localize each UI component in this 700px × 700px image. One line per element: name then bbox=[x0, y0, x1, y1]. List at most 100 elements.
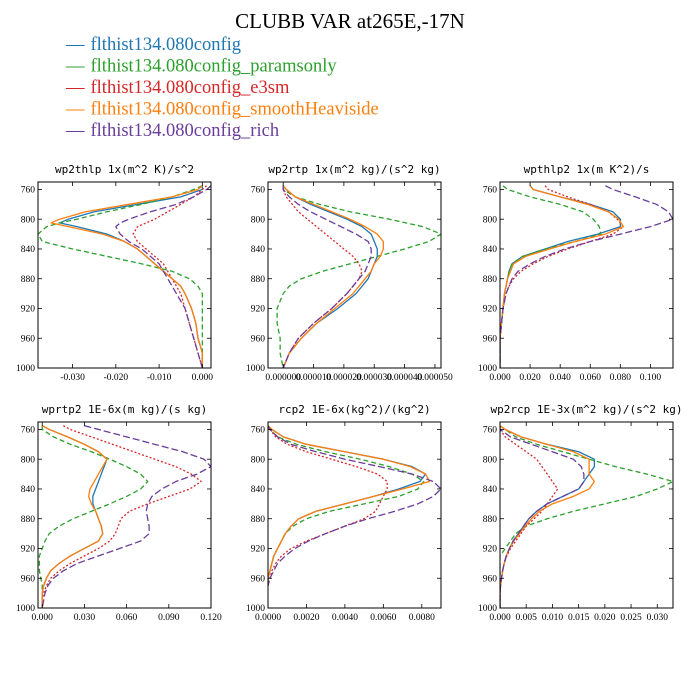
y-tick-label: 960 bbox=[21, 574, 36, 584]
series-line-flthist134-080config-paramsonly bbox=[268, 425, 425, 586]
y-tick-label: 760 bbox=[483, 186, 498, 196]
y-tick-label: 920 bbox=[483, 545, 498, 555]
x-tick-label: 0.020 bbox=[519, 373, 541, 383]
legend: — flthist134.080config — flthist134.080conf… bbox=[65, 35, 379, 141]
y-tick-label: 800 bbox=[21, 215, 36, 225]
x-tick-label: 0.100 bbox=[640, 373, 662, 383]
panel-title: wp2thlp 1x(m^2 K)/s^2 bbox=[55, 163, 194, 176]
panel-title: wp2rtp 1x(m^2 kg)/(s^2 kg) bbox=[268, 163, 440, 176]
legend-label: flthist134.080config_rich bbox=[91, 121, 280, 141]
x-tick-label: 0.080 bbox=[610, 373, 632, 383]
y-tick-label: 1000 bbox=[16, 364, 35, 374]
x-tick-label: 0.000040 bbox=[387, 373, 423, 383]
y-tick-label: 800 bbox=[251, 215, 266, 225]
x-tick-label: 0.000 bbox=[489, 373, 511, 383]
plot-frame bbox=[499, 181, 674, 369]
legend-entry: — flthist134.080config_rich bbox=[65, 121, 279, 141]
legend-marker: — bbox=[65, 78, 85, 98]
x-tick-label: 0.005 bbox=[516, 613, 538, 623]
series-line-flthist134-080config-smoothheaviside bbox=[50, 185, 204, 368]
y-tick-label: 960 bbox=[251, 574, 266, 584]
y-tick-label: 960 bbox=[483, 334, 498, 344]
plot-frame bbox=[267, 421, 442, 609]
chart-panel: rcp2 1E-6x(kg^2)/(kg^2) 760 800 840 880 920 96… bbox=[246, 403, 442, 623]
series-line-flthist134-080config bbox=[500, 185, 621, 368]
x-tick-label: 0.0080 bbox=[409, 613, 435, 623]
series-line-flthist134-080config-e3sm bbox=[500, 185, 625, 368]
legend-entry: — flthist134.080config_e3sm bbox=[65, 78, 290, 98]
chart-panel: wp2rcp 1E-3x(m^2 kg)/(s^2 kg) 760 800 840 88… bbox=[478, 403, 683, 623]
panel-title: wp2rcp 1E-3x(m^2 kg)/(s^2 kg) bbox=[490, 403, 682, 416]
legend-label: flthist134.080config_smoothHeaviside bbox=[91, 100, 379, 120]
legend-marker: — bbox=[65, 57, 85, 77]
series-line-flthist134-080config-paramsonly bbox=[38, 185, 204, 368]
series-line-flthist134-080config bbox=[268, 425, 427, 586]
legend-label: flthist134.080config_e3sm bbox=[91, 78, 290, 98]
x-tick-label: 0.010 bbox=[542, 613, 564, 623]
y-tick-label: 840 bbox=[483, 485, 498, 495]
y-tick-label: 880 bbox=[251, 275, 266, 285]
x-tick-label: 0.120 bbox=[200, 613, 222, 623]
series-line-flthist134-080config-e3sm bbox=[282, 185, 363, 368]
chart-panel: wp2thlp 1x(m^2 K)/s^2 760 800 840 880 920 960 1… bbox=[16, 163, 213, 383]
legend-marker: — bbox=[65, 121, 85, 141]
x-tick-label: 0.000 bbox=[489, 613, 511, 623]
legend-label: flthist134.080config_paramsonly bbox=[91, 57, 338, 77]
legend-marker: — bbox=[65, 100, 85, 120]
x-tick-label: 0.000030 bbox=[356, 373, 392, 383]
series-line-flthist134-080config-paramsonly bbox=[500, 425, 673, 608]
series-line-flthist134-080config-rich bbox=[500, 425, 585, 608]
legend-entry: — flthist134.080config_paramsonly bbox=[65, 57, 337, 77]
series-line-flthist134-080config-paramsonly bbox=[38, 425, 149, 608]
plot-frame bbox=[267, 181, 442, 369]
x-tick-label: -0.020 bbox=[104, 373, 129, 383]
y-tick-label: 800 bbox=[483, 455, 498, 465]
y-tick-label: 960 bbox=[251, 334, 266, 344]
figure-title: CLUBB VAR at265E,-17N bbox=[235, 9, 465, 33]
y-tick-label: 760 bbox=[21, 426, 36, 436]
series-line-flthist134-080config-smoothheaviside bbox=[500, 185, 625, 368]
x-tick-label: 0.030 bbox=[74, 613, 96, 623]
plot-frame bbox=[37, 181, 212, 369]
y-tick-label: 840 bbox=[21, 485, 36, 495]
y-tick-label: 760 bbox=[251, 186, 266, 196]
series-line-flthist134-080config-rich bbox=[282, 185, 372, 368]
x-tick-label: 0.000 bbox=[192, 373, 214, 383]
y-tick-label: 760 bbox=[251, 426, 266, 436]
y-tick-label: 1000 bbox=[478, 364, 497, 374]
y-tick-label: 1000 bbox=[478, 604, 497, 614]
y-tick-label: 880 bbox=[483, 515, 498, 525]
x-tick-label: 0.000010 bbox=[296, 373, 332, 383]
x-tick-label: 0.030 bbox=[647, 613, 669, 623]
y-tick-label: 960 bbox=[21, 334, 36, 344]
x-tick-label: -0.030 bbox=[60, 373, 85, 383]
plot-frame bbox=[499, 421, 674, 609]
series-line-flthist134-080config-smoothheaviside bbox=[268, 425, 431, 586]
panel-title: rcp2 1E-6x(kg^2)/(kg^2) bbox=[278, 403, 430, 416]
chart-panel: wp2rtp 1x(m^2 kg)/(s^2 kg)760 800 840 880 92… bbox=[246, 163, 453, 383]
x-tick-label: -0.010 bbox=[147, 373, 172, 383]
series-line-flthist134-080config-e3sm bbox=[500, 425, 559, 608]
y-tick-label: 840 bbox=[21, 245, 36, 255]
x-tick-label: 0.0000 bbox=[255, 613, 281, 623]
plot-frame bbox=[37, 421, 212, 609]
panel-title: wprtp2 1E-6x(m kg)/(s kg) bbox=[42, 403, 208, 416]
chart-panel: wprtp2 1E-6x(m kg)/(s kg) 760 800 840 880 920… bbox=[16, 403, 222, 623]
y-tick-label: 800 bbox=[483, 215, 498, 225]
x-tick-label: 0.0060 bbox=[370, 613, 396, 623]
y-tick-label: 880 bbox=[21, 275, 36, 285]
series-line-flthist134-080config-rich bbox=[268, 425, 441, 586]
y-tick-label: 920 bbox=[251, 545, 266, 555]
series-line-flthist134-080config-smoothheaviside bbox=[41, 425, 108, 608]
x-tick-label: 0.000020 bbox=[326, 373, 362, 383]
x-tick-label: 0.000000 bbox=[265, 373, 301, 383]
x-tick-label: 0.060 bbox=[580, 373, 602, 383]
y-tick-label: 760 bbox=[483, 426, 498, 436]
series-line-flthist134-080config-paramsonly bbox=[500, 185, 602, 368]
y-tick-label: 1000 bbox=[246, 604, 265, 614]
chart-panel: wpthlp2 1x(m K^2)/s 760 800 840 880 920 960 100… bbox=[478, 163, 674, 383]
x-tick-label: 0.060 bbox=[116, 613, 138, 623]
y-tick-label: 920 bbox=[251, 305, 266, 315]
y-tick-label: 920 bbox=[483, 305, 498, 315]
